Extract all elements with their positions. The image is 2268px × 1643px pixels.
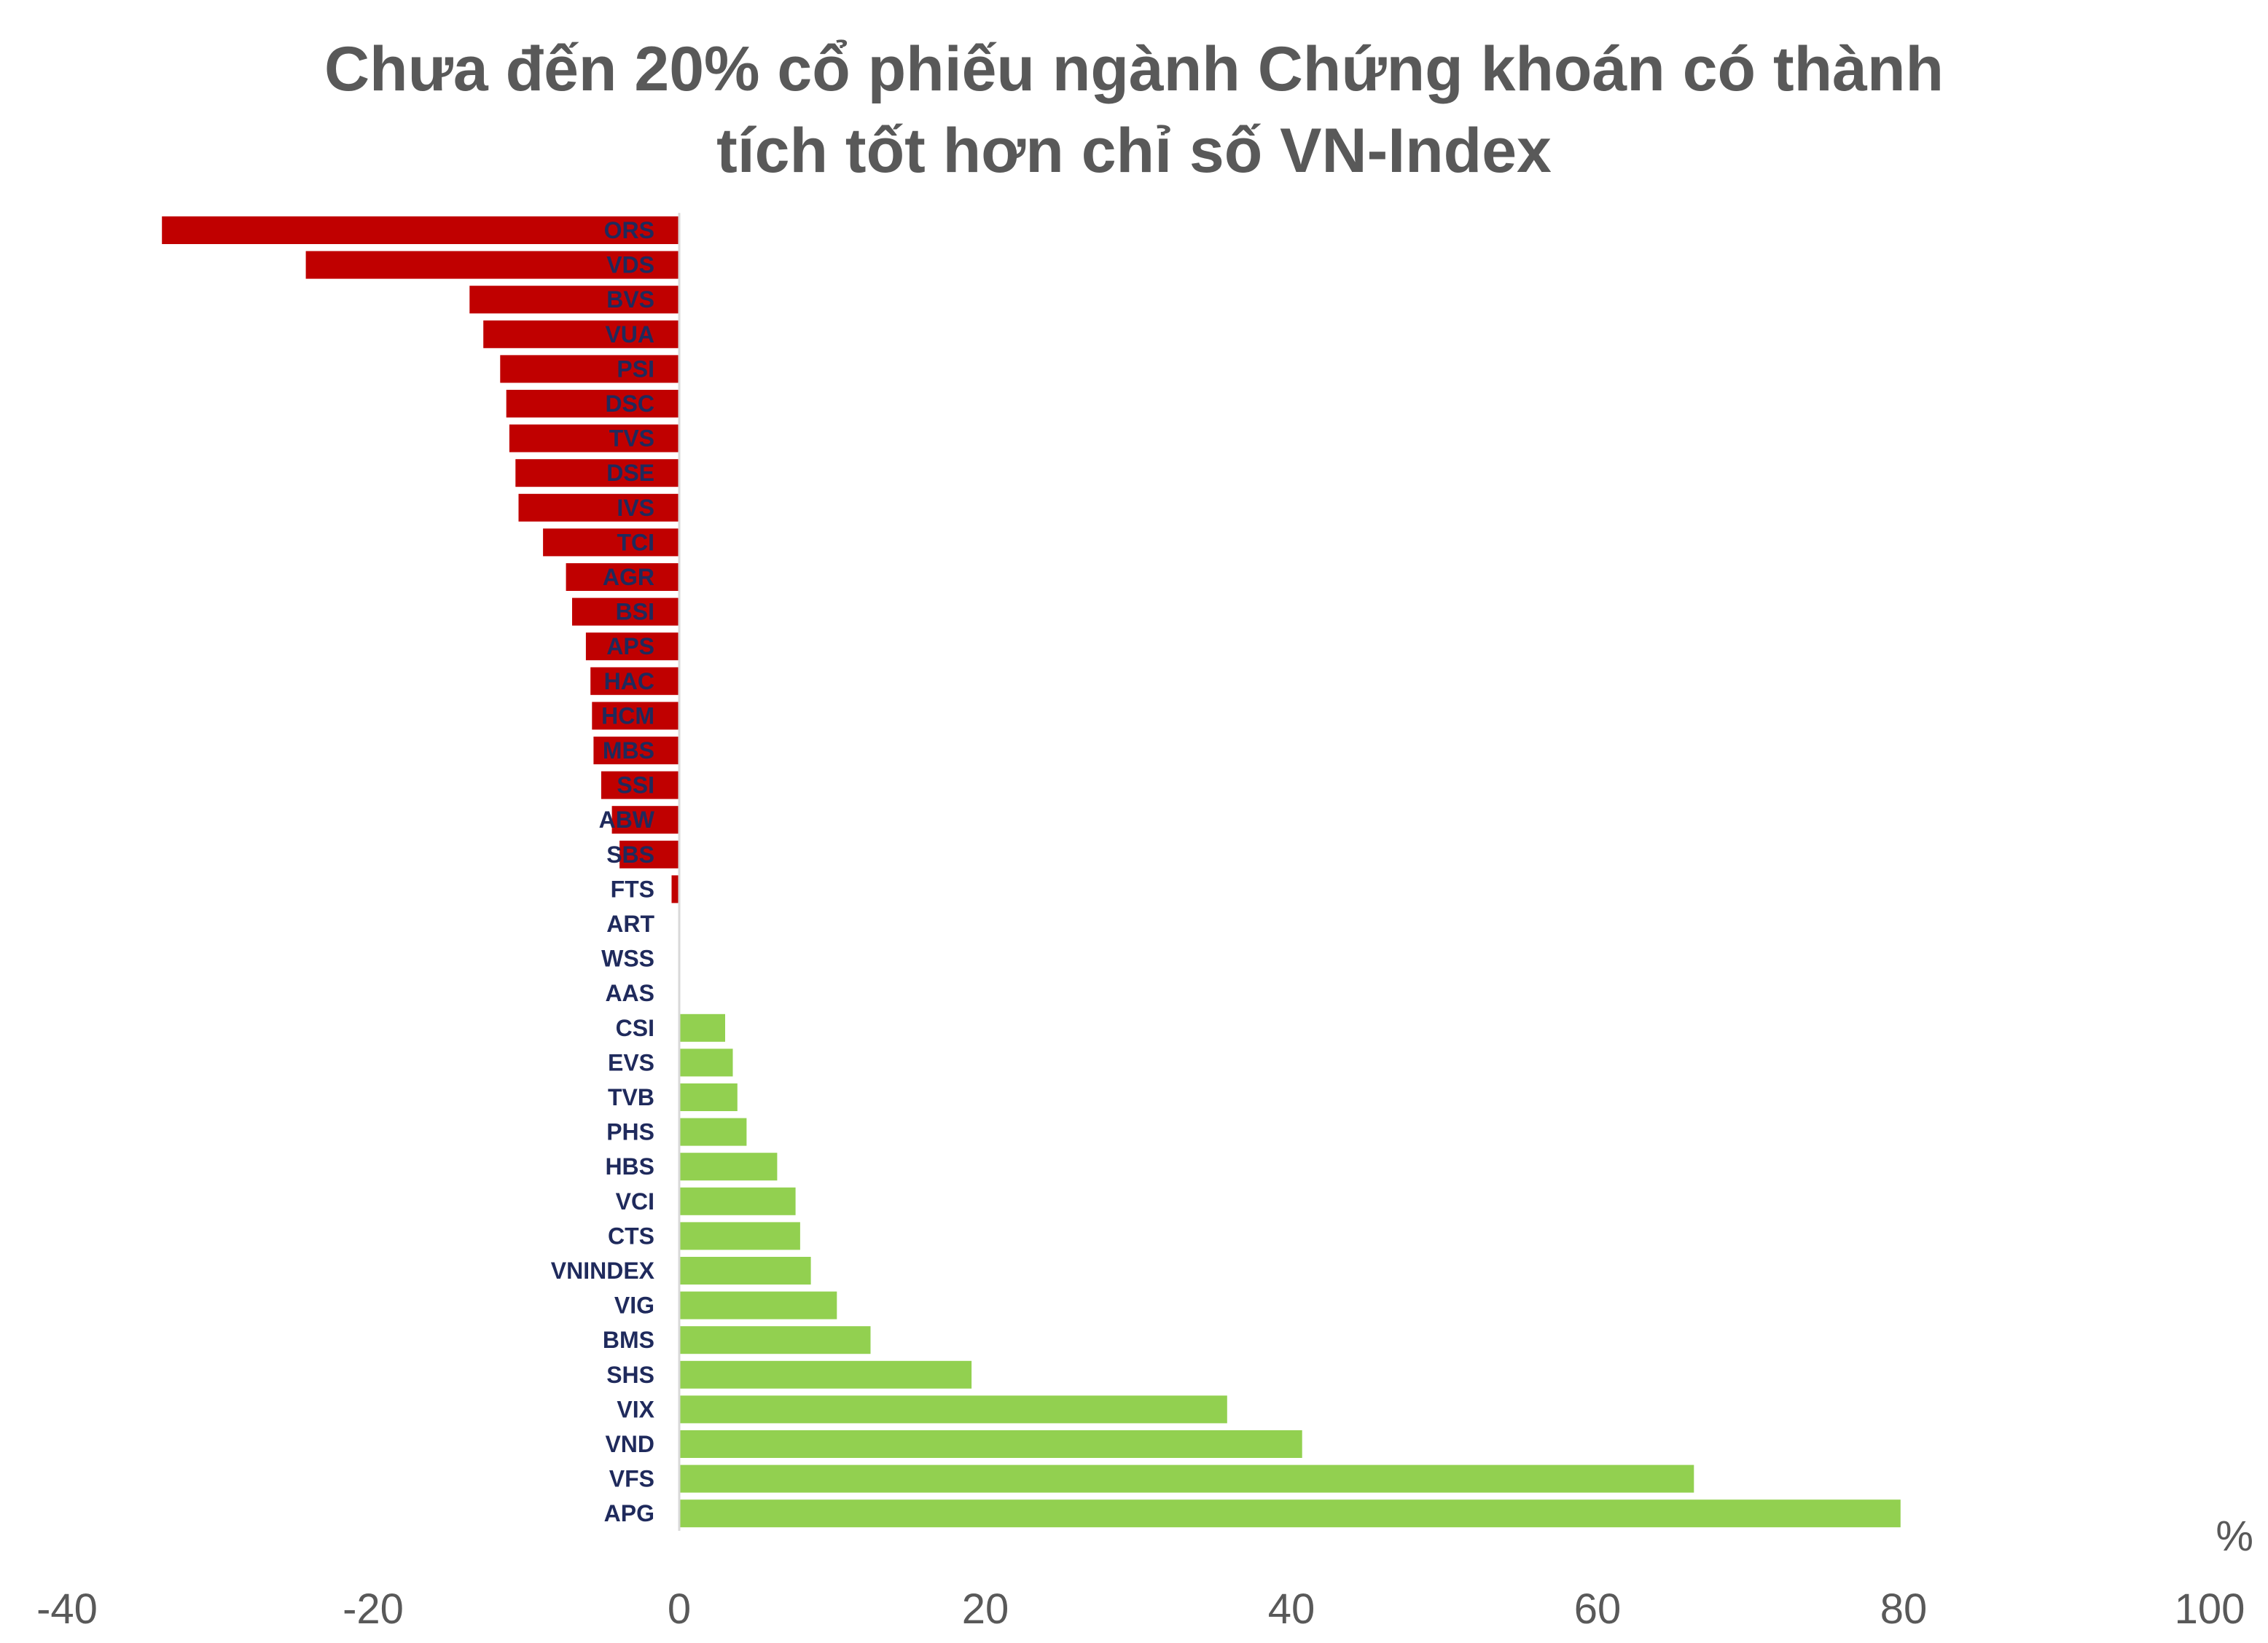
x-tick-label: 40 (1268, 1585, 1315, 1633)
category-label-vnd: VND (605, 1431, 654, 1457)
category-label-tvs: TVS (609, 426, 654, 452)
category-label-tci: TCI (617, 529, 654, 555)
category-label-dsc: DSC (605, 391, 654, 417)
x-tick-label: 80 (1880, 1585, 1928, 1633)
category-label-sbs: SBS (606, 842, 654, 868)
category-label-mbs: MBS (603, 737, 654, 764)
category-label-apg: APG (604, 1500, 654, 1526)
category-label-hcm: HCM (601, 702, 654, 729)
bar-agr (566, 563, 679, 591)
x-tick-label: 20 (962, 1585, 1009, 1633)
bar-vix (679, 1395, 1227, 1424)
x-tick-label: 100 (2175, 1585, 2245, 1633)
bar-aps (585, 632, 679, 661)
category-label-ivs: IVS (617, 495, 654, 521)
category-label-phs: PHS (606, 1119, 654, 1145)
category-label-wss: WSS (601, 946, 654, 972)
category-label-aps: APS (606, 633, 654, 659)
x-tick-label: 60 (1574, 1585, 1622, 1633)
bar-hac (590, 667, 679, 695)
category-label-cts: CTS (608, 1223, 654, 1249)
bar-fts (671, 875, 679, 903)
bar-tvb (679, 1083, 738, 1111)
bar-tci (543, 528, 679, 557)
category-label-hac: HAC (604, 668, 654, 694)
bar-ivs (518, 493, 679, 522)
category-label-psi: PSI (617, 356, 654, 382)
bars-group (162, 216, 1901, 1528)
category-labels: ORS VDS BVS VUA PSI DSC TVS DSE IVS TCI AGR BSI APS H… (551, 217, 655, 1526)
bar-ors (162, 216, 679, 244)
bar-apg (679, 1499, 1901, 1528)
unit-label: % (2216, 1513, 2253, 1560)
x-tick-label: -40 (36, 1585, 98, 1633)
x-tick-label: 0 (668, 1585, 691, 1633)
category-label-vci: VCI (616, 1188, 654, 1215)
bar-dsc (506, 390, 679, 417)
category-label-vig: VIG (614, 1293, 654, 1319)
category-label-vix: VIX (617, 1396, 654, 1422)
bar-dse (515, 459, 679, 487)
category-label-bms: BMS (603, 1327, 654, 1353)
category-label-shs: SHS (606, 1362, 654, 1388)
category-label-vnindex: VNINDEX (551, 1258, 655, 1284)
bar-vnindex (679, 1257, 811, 1285)
bar-abw (611, 806, 679, 834)
bar-vua (483, 320, 679, 348)
category-label-fts: FTS (611, 876, 654, 902)
category-label-art: ART (606, 911, 654, 937)
category-label-csi: CSI (616, 1015, 654, 1041)
category-label-hbs: HBS (605, 1153, 654, 1180)
chart-title-line2: tích tốt hơn chỉ số VN-Index (716, 116, 1552, 186)
category-label-vfs: VFS (609, 1466, 654, 1492)
bar-vfs (679, 1464, 1694, 1493)
category-label-agr: AGR (603, 564, 654, 590)
bar-mbs (593, 737, 679, 764)
bar-phs (679, 1118, 747, 1146)
bar-cts (679, 1222, 800, 1250)
category-label-dse: DSE (606, 460, 654, 486)
category-label-ors: ORS (604, 217, 654, 243)
bar-hbs (679, 1153, 778, 1181)
x-axis-tick-labels: -40 -20 0 20 40 60 80 100 (36, 1585, 2245, 1633)
chart-title-line1: Chưa đến 20% cổ phiếu ngành Chứng khoán … (324, 34, 1944, 104)
category-label-bvs: BVS (606, 286, 654, 313)
category-label-vds: VDS (606, 252, 654, 278)
category-label-bsi: BSI (616, 599, 654, 625)
bar-vnd (679, 1430, 1302, 1458)
x-tick-label: -20 (343, 1585, 404, 1633)
bar-tvs (509, 424, 679, 452)
category-label-ssi: SSI (617, 772, 654, 799)
bar-bvs (469, 286, 679, 314)
bar-csi (679, 1013, 725, 1042)
bar-evs (679, 1048, 733, 1077)
category-label-vua: VUA (605, 321, 654, 348)
bar-ssi (601, 771, 679, 799)
bar-bsi (572, 597, 679, 626)
bar-vds (305, 251, 680, 279)
category-label-abw: ABW (599, 807, 655, 833)
category-label-evs: EVS (608, 1049, 654, 1075)
bar-bms (679, 1326, 871, 1354)
category-label-aas: AAS (605, 980, 654, 1006)
bar-sbs (619, 840, 679, 868)
bar-psi (500, 355, 679, 383)
category-label-tvb: TVB (608, 1084, 654, 1110)
bar-vci (679, 1187, 796, 1215)
bar-shs (679, 1360, 972, 1389)
bar-vig (679, 1291, 837, 1320)
bar-hcm (592, 702, 679, 730)
